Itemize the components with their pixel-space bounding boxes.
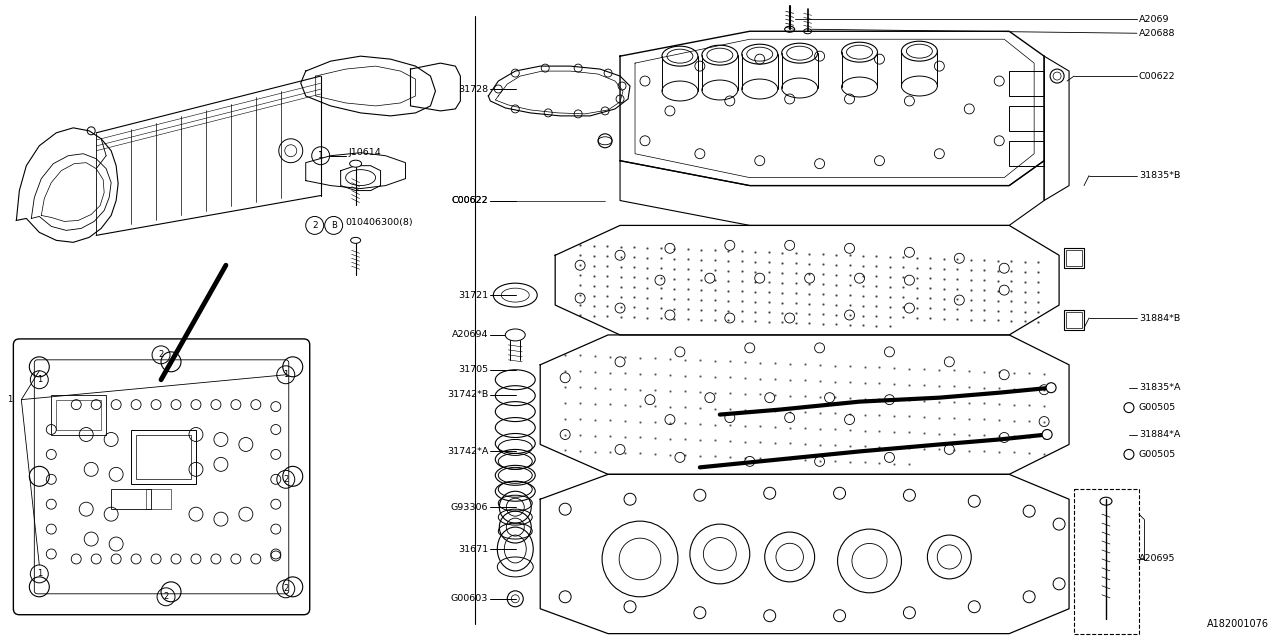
Bar: [56, 399, 101, 429]
Text: 31884*A: 31884*A: [1139, 430, 1180, 439]
Bar: [1064, 310, 1084, 330]
Bar: [1066, 250, 1082, 266]
Text: 1: 1: [37, 570, 42, 579]
Text: 31705: 31705: [458, 365, 489, 374]
Bar: [1074, 489, 1139, 634]
Text: G00505: G00505: [1139, 403, 1176, 412]
Ellipse shape: [506, 329, 525, 341]
Circle shape: [1046, 383, 1056, 393]
Text: G00505: G00505: [1139, 450, 1176, 459]
Circle shape: [1042, 429, 1052, 440]
Text: 2: 2: [164, 592, 169, 602]
Text: 31671: 31671: [458, 545, 489, 554]
Text: 2: 2: [159, 350, 164, 359]
Bar: [111, 489, 151, 509]
Bar: [146, 489, 172, 509]
Bar: [131, 429, 196, 484]
Text: 2: 2: [312, 221, 317, 230]
Bar: [1009, 141, 1044, 166]
Text: 1: 1: [6, 395, 12, 404]
Text: 1: 1: [37, 375, 42, 384]
Text: G00603: G00603: [451, 595, 489, 604]
Text: 31728: 31728: [458, 84, 489, 93]
Text: 1: 1: [283, 371, 288, 380]
Text: 010406300(8): 010406300(8): [346, 218, 413, 227]
Text: 31884*B: 31884*B: [1139, 314, 1180, 323]
Bar: [136, 435, 191, 479]
Text: 31742*A: 31742*A: [447, 447, 489, 456]
Text: 31835*B: 31835*B: [1139, 171, 1180, 180]
Text: A2069: A2069: [1139, 15, 1170, 24]
Bar: [51, 395, 106, 435]
Bar: [1009, 71, 1044, 96]
Bar: [1009, 106, 1044, 131]
Text: 2: 2: [283, 584, 288, 593]
Text: 1: 1: [317, 151, 324, 160]
Ellipse shape: [351, 237, 361, 243]
Text: 31835*A: 31835*A: [1139, 383, 1180, 392]
Bar: [1064, 248, 1084, 268]
Text: C00622: C00622: [452, 196, 489, 205]
Text: A20695: A20695: [1139, 554, 1175, 563]
Text: B: B: [330, 221, 337, 230]
Text: 31742*B: 31742*B: [447, 390, 489, 399]
Ellipse shape: [349, 160, 362, 167]
Text: C00622: C00622: [452, 196, 489, 205]
Text: J10614: J10614: [348, 148, 381, 157]
Text: A20694: A20694: [452, 330, 489, 339]
Text: 2: 2: [283, 475, 288, 484]
Text: A182001076: A182001076: [1207, 619, 1268, 628]
Text: 31721: 31721: [458, 291, 489, 300]
Text: C00622: C00622: [1139, 72, 1175, 81]
Text: A20688: A20688: [1139, 29, 1175, 38]
Bar: [1066, 312, 1082, 328]
Text: G93306: G93306: [451, 502, 489, 512]
